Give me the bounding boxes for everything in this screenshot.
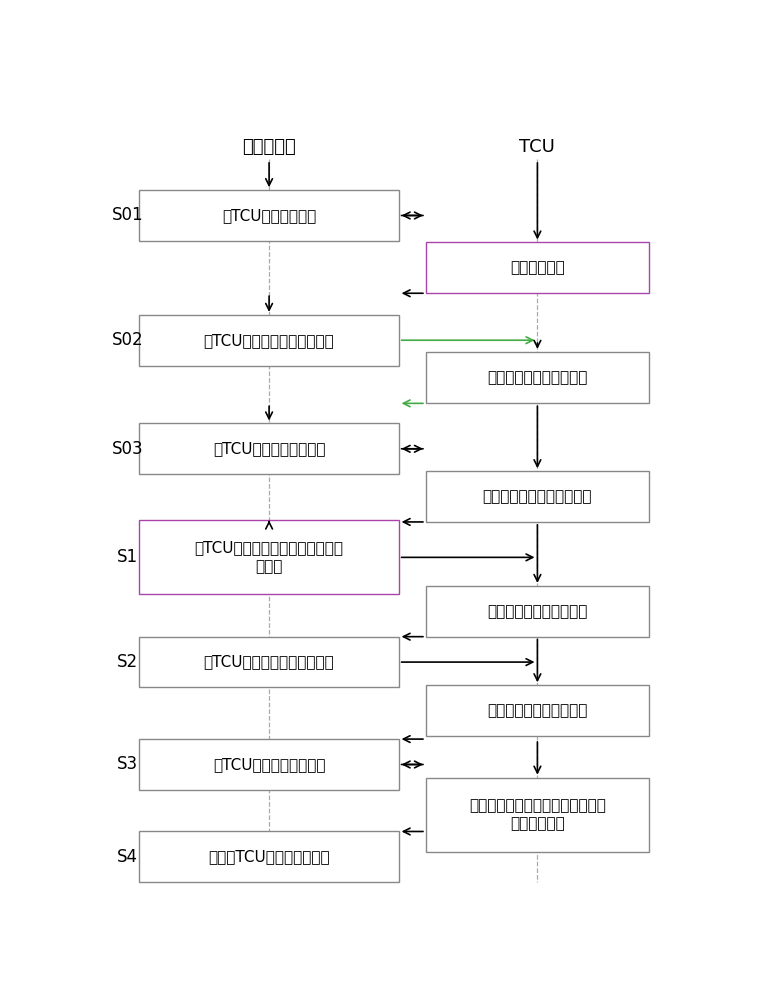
Bar (139, 520, 399, 594)
Bar (426, 471, 649, 522)
Text: S02: S02 (111, 331, 143, 349)
Text: S4: S4 (117, 848, 138, 866)
Bar (139, 423, 399, 474)
Text: S2: S2 (117, 653, 138, 671)
Bar (139, 190, 399, 241)
Text: 进入刷写模式的闭锁状态: 进入刷写模式的闭锁状态 (487, 703, 587, 718)
Text: 向TCU发送关闭报送故障诊断码功
能指令: 向TCU发送关闭报送故障诊断码功 能指令 (194, 541, 344, 574)
Text: S1: S1 (117, 548, 138, 566)
Bar (139, 831, 399, 882)
Bar (426, 685, 649, 736)
Bar (426, 242, 649, 293)
Text: 关闭报送故障诊断码功能: 关闭报送故障诊断码功能 (487, 604, 587, 619)
Text: TCU: TCU (520, 138, 555, 156)
Bar (426, 586, 649, 637)
Bar (139, 637, 399, 687)
Text: 与TCU进行刷写安全验证: 与TCU进行刷写安全验证 (213, 757, 325, 772)
Text: 进入扩展模式的闭锁状态: 进入扩展模式的闭锁状态 (487, 370, 587, 385)
Text: S03: S03 (111, 440, 143, 458)
Bar (139, 739, 399, 790)
Text: 与TCU进行诊断安全验证: 与TCU进行诊断安全验证 (213, 441, 325, 456)
Text: 与TCU建立通讯连接: 与TCU建立通讯连接 (222, 208, 316, 223)
Text: 进入缺省模式: 进入缺省模式 (510, 260, 565, 275)
Text: 进入到扩展模式的解锁状态: 进入到扩展模式的解锁状态 (482, 489, 592, 504)
Text: 向TCU发送进入刷写模式指令: 向TCU发送进入刷写模式指令 (204, 655, 335, 670)
Bar (139, 315, 399, 366)
Bar (426, 352, 649, 403)
Text: 向TCU发送进入扩展模式指令: 向TCU发送进入扩展模式指令 (204, 333, 335, 348)
Text: 故障诊断仪: 故障诊断仪 (242, 138, 296, 156)
Text: 对所述TCU的软件进行刷写: 对所述TCU的软件进行刷写 (209, 849, 330, 864)
Text: S01: S01 (111, 206, 143, 224)
Text: 在通过刷写安全验证后进入刷写模
式的解锁状态: 在通过刷写安全验证后进入刷写模 式的解锁状态 (469, 798, 606, 831)
Text: S3: S3 (117, 755, 138, 773)
Bar (426, 778, 649, 852)
